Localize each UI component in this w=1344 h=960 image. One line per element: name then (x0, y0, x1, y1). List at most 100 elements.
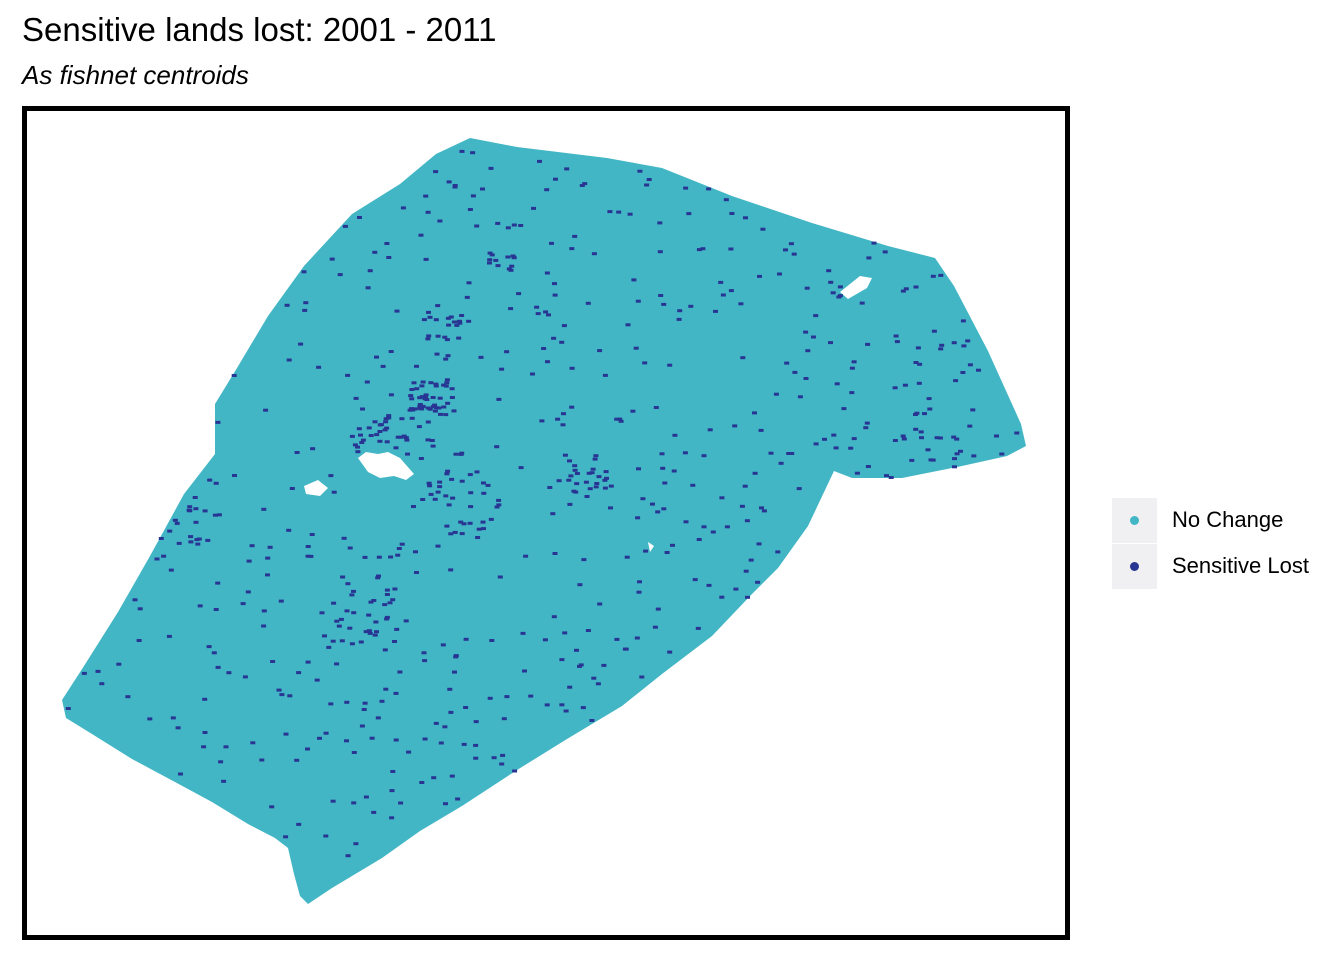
sensitive-lost-point (432, 403, 438, 407)
sensitive-lost-point (202, 731, 208, 734)
sensitive-lost-point (719, 496, 725, 500)
sensitive-lost-point (661, 507, 667, 511)
sensitive-lost-point (813, 314, 819, 318)
sensitive-lost-point (523, 554, 529, 558)
sensitive-lost-point (893, 334, 899, 338)
sensitive-lost-point (379, 699, 385, 703)
sensitive-lost-point (882, 250, 888, 254)
sensitive-lost-point (587, 487, 593, 491)
sensitive-lost-point (459, 314, 465, 317)
sensitive-lost-point (416, 425, 422, 429)
sensitive-lost-point (215, 581, 221, 585)
sensitive-lost-point (196, 537, 202, 541)
sensitive-lost-point (900, 434, 906, 438)
sensitive-lost-point (301, 270, 307, 274)
sensitive-lost-point (659, 452, 665, 456)
sensitive-lost-point (931, 329, 937, 333)
sensitive-lost-point (624, 555, 630, 559)
map-panel[interactable] (22, 106, 1070, 940)
sensitive-lost-point (474, 470, 480, 474)
sensitive-lost-point (342, 224, 348, 228)
sensitive-lost-point (617, 417, 623, 421)
sensitive-lost-point (353, 842, 359, 846)
sensitive-lost-point (636, 467, 641, 471)
sensitive-lost-point (414, 387, 420, 391)
sensitive-lost-point (499, 367, 505, 371)
sensitive-lost-point (954, 437, 960, 441)
sensitive-lost-point (344, 700, 350, 704)
sensitive-lost-point (539, 419, 545, 423)
sensitive-lost-point (811, 335, 816, 339)
sensitive-lost-point (372, 250, 378, 254)
sensitive-lost-point (939, 343, 945, 347)
sensitive-lost-point (427, 484, 433, 488)
sensitive-lost-point (347, 546, 353, 550)
sensitive-lost-point (250, 741, 256, 745)
sensitive-lost-point (371, 810, 377, 814)
sensitive-lost-point (752, 411, 757, 415)
sensitive-lost-point (755, 580, 761, 584)
sensitive-lost-point (508, 307, 514, 311)
sensitive-lost-point (971, 454, 977, 458)
sensitive-lost-point (918, 430, 924, 434)
sensitive-lost-point (757, 274, 762, 278)
sensitive-lost-point (442, 725, 448, 729)
sensitive-lost-point (422, 397, 428, 401)
sensitive-lost-point (294, 758, 300, 762)
sensitive-lost-point (409, 397, 415, 401)
sensitive-lost-point (597, 349, 603, 353)
sensitive-lost-point (622, 647, 628, 651)
sensitive-lost-point (743, 216, 748, 220)
sensitive-lost-point (589, 719, 595, 722)
sensitive-lost-point (590, 467, 596, 471)
sensitive-lost-point (954, 452, 960, 456)
sensitive-lost-point (930, 458, 936, 462)
sensitive-lost-point (453, 452, 459, 456)
sensitive-lost-point (938, 273, 944, 277)
no-change-region (62, 138, 1026, 904)
sensitive-lost-point (384, 440, 390, 444)
sensitive-lost-point (369, 736, 375, 740)
sensitive-lost-point (775, 550, 781, 554)
sensitive-lost-point (706, 583, 712, 587)
sensitive-lost-point (178, 772, 183, 776)
sensitive-lost-point (459, 532, 465, 536)
sensitive-lost-point (481, 491, 487, 495)
sensitive-lost-point (359, 724, 365, 728)
legend-item-no-change: No Change (1112, 497, 1309, 543)
sensitive-lost-point (686, 212, 692, 216)
sensitive-lost-point (671, 469, 677, 473)
sensitive-lost-point (952, 465, 957, 469)
sensitive-lost-point (375, 576, 381, 580)
sensitive-lost-point (407, 408, 413, 412)
sensitive-lost-point (516, 292, 522, 296)
sensitive-lost-point (660, 466, 666, 470)
sensitive-lost-point (303, 301, 309, 305)
sensitive-lost-point (443, 384, 449, 388)
sensitive-lost-point (383, 687, 389, 691)
sensitive-lost-point (422, 737, 428, 741)
sensitive-lost-point (374, 433, 380, 437)
map-canvas[interactable] (22, 106, 1070, 940)
sensitive-lost-point (423, 395, 428, 399)
sensitive-lost-point (778, 461, 784, 465)
sensitive-lost-point (657, 221, 663, 225)
sensitive-lost-point (445, 401, 451, 405)
sensitive-lost-point (934, 436, 940, 440)
sensitive-lost-point (552, 282, 557, 286)
sensitive-lost-point (938, 436, 943, 440)
sensitive-lost-point (583, 480, 589, 484)
sensitive-lost-point (414, 571, 419, 574)
sensitive-lost-point (446, 323, 452, 327)
page-title: Sensitive lands lost: 2001 - 2011 (22, 11, 497, 48)
page-subtitle: As fishnet centroids (22, 60, 249, 90)
sensitive-lost-point (283, 732, 289, 736)
sensitive-lost-point (368, 600, 374, 604)
sensitive-lost-point (386, 256, 392, 259)
sensitive-lost-point (384, 426, 390, 430)
sensitive-lost-point (437, 219, 443, 223)
sensitive-lost-point (625, 323, 631, 327)
sensitive-lost-point (367, 631, 373, 635)
sensitive-lost-point (433, 318, 439, 322)
sensitive-lost-point (537, 159, 542, 163)
